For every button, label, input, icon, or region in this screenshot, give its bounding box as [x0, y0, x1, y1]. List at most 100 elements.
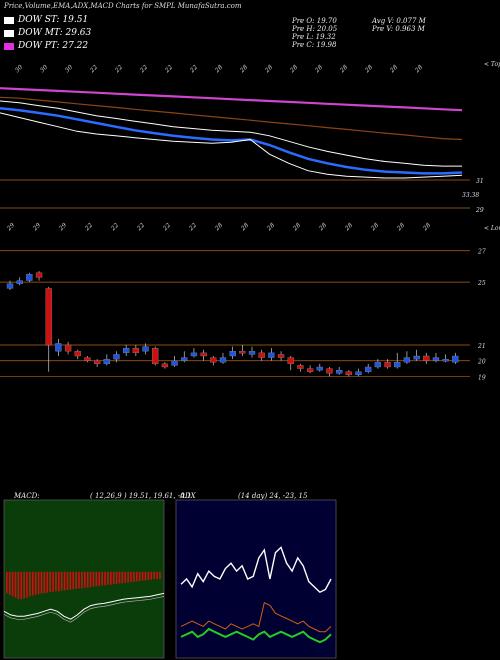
candle-down [152, 347, 159, 365]
macd-histogram-bar [11, 571, 14, 597]
macd-histogram-bar [40, 571, 43, 594]
macd-histogram-bar [89, 571, 92, 587]
macd-signal-line [3, 596, 165, 623]
ema-line-blue [0, 107, 463, 175]
candle-down [45, 288, 52, 346]
candle-down [74, 351, 81, 357]
macd-line [3, 592, 165, 620]
candle-down [423, 355, 430, 361]
date-tick-label: 28 [313, 64, 324, 75]
candle-up [442, 358, 449, 362]
price-axis-label: 19 [478, 374, 486, 381]
date-tick-label: 28 [288, 64, 299, 75]
candle-up [248, 351, 256, 355]
date-tick-label: 22 [163, 64, 174, 75]
macd-histogram-bar [8, 571, 11, 595]
date-tick-label: 22 [187, 222, 198, 233]
macd-histogram-bar [29, 571, 31, 597]
macd-histogram-bar [98, 571, 101, 587]
date-tick-label: 28 [343, 222, 354, 233]
macd-histogram-bar [55, 571, 57, 592]
date-tick-label: 28 [213, 222, 224, 233]
date-tick-label: 28 [291, 222, 302, 233]
macd-histogram-bar [23, 571, 25, 599]
macd-histogram-bar [150, 571, 153, 580]
candle-up [268, 352, 275, 358]
candle-down [297, 365, 304, 369]
candle-up [316, 366, 323, 371]
date-tick-label: 28 [265, 222, 276, 233]
candle-up [219, 357, 227, 363]
date-tick-label: 28 [421, 222, 432, 233]
candle-up [365, 366, 372, 372]
date-tick-label: 22 [188, 64, 199, 75]
candle-up [55, 343, 62, 352]
macd-histogram-bar [81, 571, 83, 589]
macd-label: MACD: [14, 492, 40, 500]
date-tick-label: 28 [338, 64, 349, 75]
macd-histogram-bar [95, 571, 98, 587]
macd-histogram-bar [84, 571, 86, 588]
candle-up [452, 355, 459, 363]
candle-up [171, 360, 178, 366]
date-tick-label: 28 [317, 222, 328, 233]
info-pre-low: Pre L: 19.32 [292, 33, 336, 41]
candle-up [113, 354, 120, 360]
date-tick-label: 22 [135, 222, 146, 233]
legend-label: DOW PT: 27.22 [18, 41, 89, 51]
macd-histogram-bar [17, 571, 20, 600]
candle-down [306, 368, 314, 372]
candle-down [35, 272, 43, 278]
macd-histogram-bar [133, 571, 135, 582]
date-tick-label: 28 [263, 64, 274, 75]
price-axis-label: 31 [476, 178, 484, 185]
info-pre-close: Pre C: 19.98 [292, 41, 337, 49]
macd-histogram-bar [66, 571, 69, 590]
macd-histogram-bar [63, 571, 66, 591]
legend-swatch-icon [4, 29, 14, 37]
macd-histogram-bar [60, 571, 63, 591]
candle-up [123, 347, 130, 354]
macd-histogram-bar [127, 571, 129, 583]
adx-label: ADX [180, 492, 196, 500]
macd-histogram-bar [156, 571, 158, 579]
ema-line-magenta [0, 87, 463, 112]
info-pre-high: Pre H: 20.05 [292, 25, 338, 33]
date-tick-label: 28 [239, 222, 250, 233]
legend-label: DOW ST: 19.51 [18, 15, 89, 25]
macd-histogram-bar [112, 571, 115, 585]
ema-line-brown [0, 96, 463, 141]
date-tick-label: 22 [109, 222, 120, 233]
macd-histogram-bar [46, 571, 49, 593]
ema-line-white2 [0, 112, 463, 179]
macd-histogram-bar [115, 571, 118, 585]
macd-params: ( 12,26,9 ) 19.51, 19.61, -0.1 [90, 492, 192, 500]
macd-histogram-bar [110, 571, 112, 585]
price-axis-label: 21 [477, 343, 486, 350]
macd-histogram-bar [92, 571, 95, 587]
date-tick-label: 29 [5, 222, 16, 233]
chart-title: Price,Volume,EMA,ADX,MACD Charts for SMP… [4, 2, 242, 10]
legend-dow-pt: DOW PT: 27.22 [4, 39, 88, 53]
price-axis-label: 33.38 [462, 192, 479, 199]
date-tick-label: 29 [31, 222, 42, 233]
macd-histogram-bar [58, 571, 60, 592]
info-prev-values: Pre O: 19.70 Pre H: 20.05 Pre L: 19.32 P… [292, 17, 337, 49]
macd-histogram-bar [138, 571, 141, 582]
info-pre-volume: Pre V: 0.963 M [372, 25, 425, 33]
date-tick-label: 30 [39, 64, 49, 74]
candle-down [84, 357, 91, 361]
macd-histogram-bar [104, 571, 106, 586]
macd-histogram-bar [159, 571, 161, 579]
date-tick-label: 28 [369, 222, 380, 233]
macd-histogram-bar [107, 571, 109, 585]
top-marker-label: < Top [484, 61, 500, 68]
candle-down [239, 351, 246, 354]
adx-panel-bg [175, 499, 337, 659]
candle-down [384, 362, 391, 368]
legend-label: DOW MT: 29.63 [18, 28, 92, 38]
candle-up [335, 369, 343, 374]
macd-histogram-bar [86, 571, 89, 588]
candle-down [345, 371, 352, 376]
candle-up [413, 355, 420, 360]
